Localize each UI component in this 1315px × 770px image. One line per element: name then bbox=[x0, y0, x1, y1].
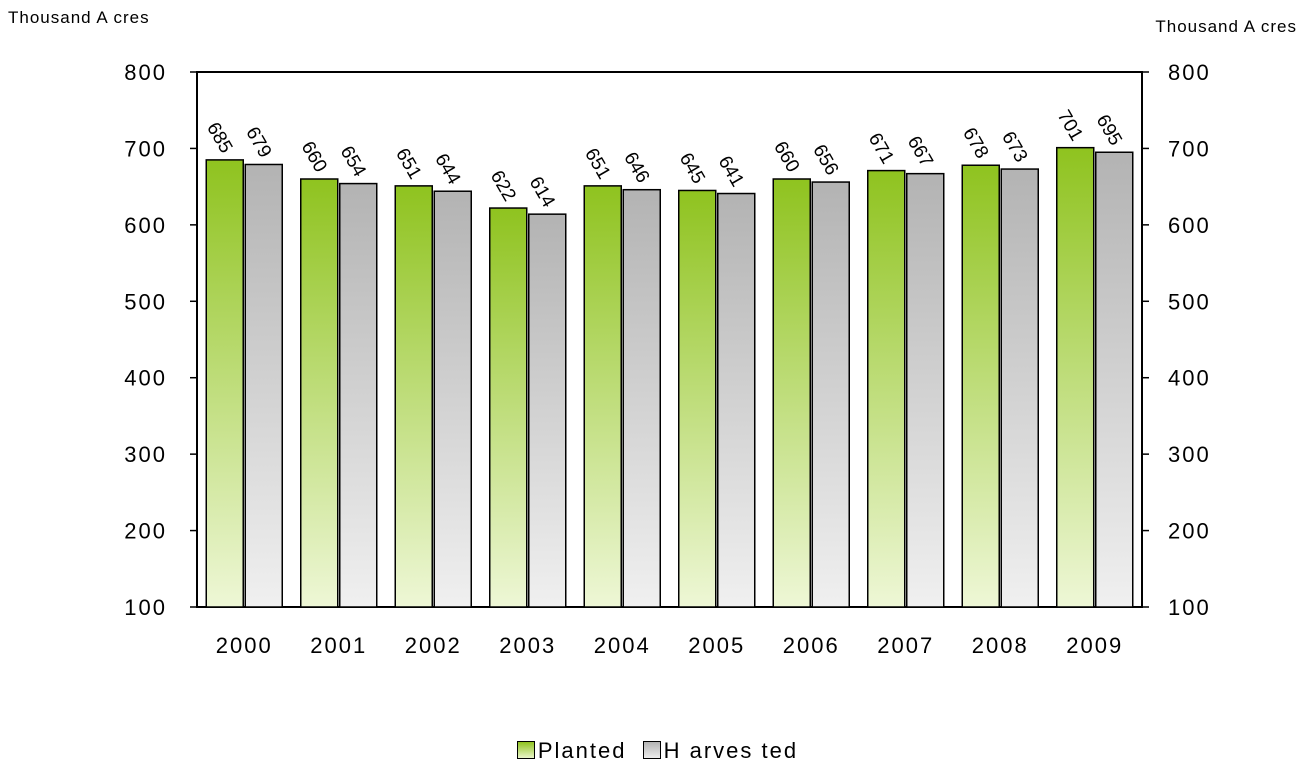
bar-harvested-2004 bbox=[623, 190, 660, 607]
data-label-planted-2002: 651 bbox=[391, 145, 425, 183]
y-tick-label-left: 100 bbox=[124, 595, 167, 620]
bar-planted-2004 bbox=[584, 186, 621, 607]
bar-harvested-2008 bbox=[1001, 169, 1038, 607]
data-label-harvested-2005: 641 bbox=[714, 153, 748, 191]
data-label-planted-2004: 651 bbox=[580, 145, 614, 183]
y-tick-label-right: 300 bbox=[1168, 442, 1211, 467]
y-tick-label-right: 700 bbox=[1168, 136, 1211, 161]
bars bbox=[206, 148, 1133, 607]
x-tick-label-2001: 2001 bbox=[310, 633, 367, 658]
data-label-harvested-2001: 654 bbox=[336, 143, 370, 181]
bar-harvested-2005 bbox=[718, 194, 755, 607]
bar-harvested-2009 bbox=[1096, 152, 1133, 607]
axes: 100 100 200 200 300 300 400 400 500 500 600 600 700 7… bbox=[124, 60, 1210, 658]
data-label-harvested-2009: 695 bbox=[1092, 111, 1126, 149]
x-tick-label-2009: 2009 bbox=[1066, 633, 1123, 658]
data-label-planted-2007: 671 bbox=[864, 130, 898, 168]
y-tick-label-left: 500 bbox=[124, 289, 167, 314]
legend-item-harvested: H arves ted bbox=[643, 738, 799, 764]
x-tick-label-2005: 2005 bbox=[688, 633, 745, 658]
bar-planted-2006 bbox=[773, 179, 810, 607]
data-label-planted-2009: 701 bbox=[1053, 107, 1087, 145]
y-tick-label-right: 500 bbox=[1168, 289, 1211, 314]
y-tick-label-right: 200 bbox=[1168, 519, 1211, 544]
x-tick-label-2002: 2002 bbox=[405, 633, 462, 658]
y-tick-label-right: 100 bbox=[1168, 595, 1211, 620]
x-tick-label-2003: 2003 bbox=[499, 633, 556, 658]
bar-harvested-2001 bbox=[340, 184, 377, 607]
y-tick-label-left: 300 bbox=[124, 442, 167, 467]
data-label-planted-2003: 622 bbox=[486, 167, 520, 205]
bar-planted-2007 bbox=[868, 171, 905, 607]
y-tick-label-left: 800 bbox=[124, 60, 167, 85]
data-label-harvested-2002: 644 bbox=[430, 150, 464, 188]
legend-label-planted: Planted bbox=[538, 738, 627, 763]
y-tick-label-left: 200 bbox=[124, 519, 167, 544]
data-label-harvested-2003: 614 bbox=[525, 173, 559, 211]
bar-harvested-2003 bbox=[529, 214, 566, 607]
bar-harvested-2007 bbox=[907, 174, 944, 607]
bar-planted-2001 bbox=[301, 179, 338, 607]
data-label-harvested-2006: 656 bbox=[808, 141, 842, 179]
data-label-harvested-2004: 646 bbox=[619, 149, 653, 187]
bar-planted-2008 bbox=[962, 165, 999, 607]
x-tick-label-2006: 2006 bbox=[783, 633, 840, 658]
y-tick-label-right: 800 bbox=[1168, 60, 1211, 85]
data-label-harvested-2007: 667 bbox=[903, 133, 937, 171]
x-tick-label-2007: 2007 bbox=[877, 633, 934, 658]
legend-swatch-planted bbox=[517, 741, 535, 759]
legend: Planted H arves ted bbox=[0, 738, 1315, 764]
bar-harvested-2002 bbox=[434, 191, 471, 607]
data-label-planted-2006: 660 bbox=[769, 138, 803, 176]
bar-chart: 100 100 200 200 300 300 400 400 500 500 600 600 700 7… bbox=[0, 0, 1315, 730]
legend-swatch-harvested bbox=[643, 741, 661, 759]
y-tick-label-left: 700 bbox=[124, 136, 167, 161]
data-label-planted-2005: 645 bbox=[675, 150, 709, 188]
data-label-harvested-2008: 673 bbox=[997, 128, 1031, 166]
legend-item-planted: Planted bbox=[517, 738, 627, 764]
y-tick-label-left: 400 bbox=[124, 366, 167, 391]
bar-planted-2009 bbox=[1057, 148, 1094, 607]
data-label-harvested-2000: 679 bbox=[241, 124, 275, 162]
legend-label-harvested: H arves ted bbox=[664, 738, 799, 763]
bar-planted-2000 bbox=[206, 160, 243, 607]
y-tick-label-right: 600 bbox=[1168, 213, 1211, 238]
x-tick-label-2000: 2000 bbox=[216, 633, 273, 658]
data-label-planted-2008: 678 bbox=[958, 124, 992, 162]
x-tick-label-2008: 2008 bbox=[972, 633, 1029, 658]
bar-planted-2005 bbox=[679, 190, 716, 607]
bar-planted-2003 bbox=[490, 208, 527, 607]
data-label-planted-2000: 685 bbox=[202, 119, 236, 157]
data-label-planted-2001: 660 bbox=[297, 138, 331, 176]
bar-harvested-2006 bbox=[812, 182, 849, 607]
bar-planted-2002 bbox=[395, 186, 432, 607]
bar-harvested-2000 bbox=[245, 164, 282, 607]
y-tick-label-right: 400 bbox=[1168, 366, 1211, 391]
x-tick-label-2004: 2004 bbox=[594, 633, 651, 658]
y-tick-label-left: 600 bbox=[124, 213, 167, 238]
